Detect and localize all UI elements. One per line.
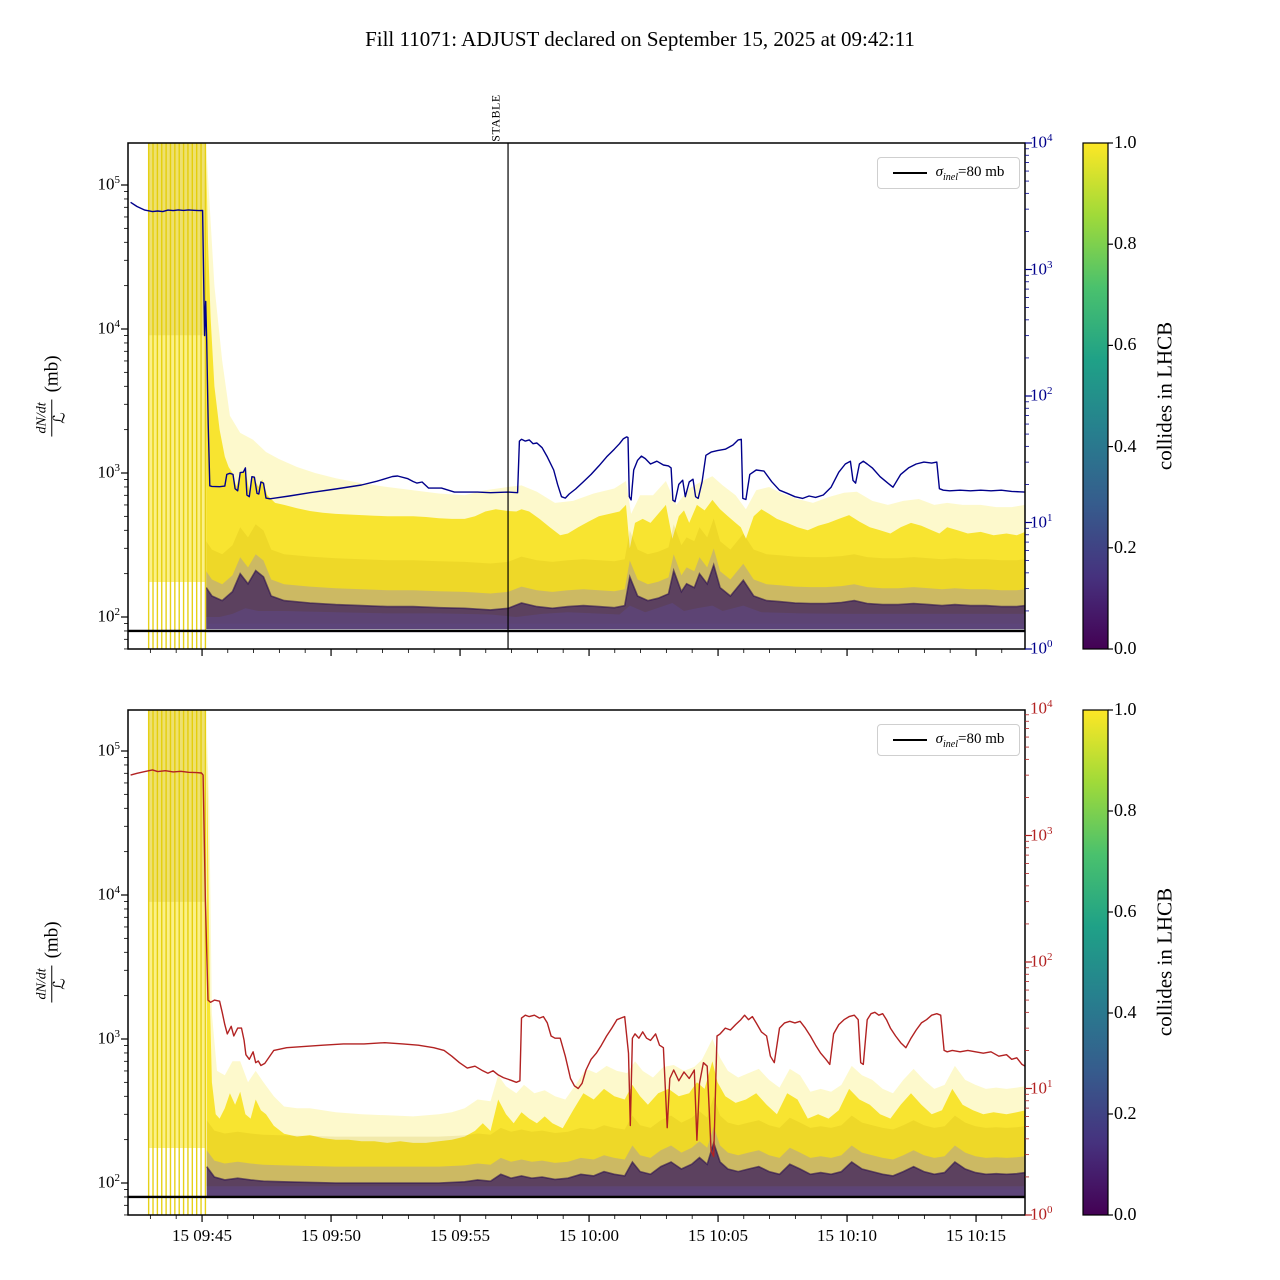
sigma-subscript: inel <box>943 171 958 183</box>
right-tick-label-10e3-bottom: 103 <box>1030 824 1053 845</box>
band-purple-core <box>206 564 1025 629</box>
left-tick-label-10e2-bottom: 102 <box>97 1172 121 1192</box>
rate-line-top <box>130 201 1025 503</box>
x-tick-label-6: 15 10:15 <box>946 1226 1007 1245</box>
x-tick-label-4: 15 10:05 <box>688 1226 749 1245</box>
right-tick-label-10e2-bottom: 102 <box>1030 951 1053 971</box>
colorbar-tick-label-0.8-top: 0.8 <box>1114 233 1137 254</box>
colorbar-ticks-bottom <box>1108 709 1113 1216</box>
y-label-denominator: ℒ <box>50 412 68 424</box>
sigma-symbol: σ <box>935 163 943 180</box>
sigma-symbol: σ <box>935 730 943 747</box>
right-tick-label-10e3-top: 103 <box>1030 258 1053 279</box>
colorbar-tick-label-0.0-top: 0.0 <box>1114 638 1137 658</box>
colorbar-tick-label-0.6-bottom: 0.6 <box>1114 901 1137 921</box>
right-tick-label-10e0-bottom: 100 <box>1030 1204 1053 1224</box>
legend-value: =80 mb <box>958 730 1005 747</box>
band-purple-edge <box>205 562 1025 611</box>
right-ticks-top <box>1025 142 1032 650</box>
colorbar-tick-label-1.0-top: 1.0 <box>1114 132 1137 152</box>
x-tick-label-5: 15 10:10 <box>817 1226 878 1245</box>
adjust-stripes <box>147 143 207 649</box>
colorbar-tick-label-0.2-bottom: 0.2 <box>1114 1103 1137 1123</box>
left-tick-label-10e4-top: 104 <box>97 318 121 338</box>
y-label-numerator: dN/dt <box>34 399 52 437</box>
x-tick-label-2: 15 09:55 <box>430 1226 491 1245</box>
colorbar-tick-label-0.4-top: 0.4 <box>1114 435 1137 456</box>
band-overlap <box>206 518 1025 610</box>
legend-entry: σinel=80 mb <box>936 164 1005 183</box>
colorbar-label-top: collides in LHCB <box>1152 321 1177 471</box>
colorbar-top <box>1082 142 1109 650</box>
colorbar-tick-label-0.0-bottom: 0.0 <box>1114 1204 1137 1224</box>
y-label-unit: (mb) <box>40 921 62 959</box>
y-axis-label-top: dN/dt ℒ (mb) <box>34 355 68 437</box>
colorbar-ticks-top <box>1108 142 1113 650</box>
right-tick-label-10e4-top: 104 <box>1030 132 1053 152</box>
sigma-subscript: inel <box>943 738 958 750</box>
colorbar-tick-label-0.8-bottom: 0.8 <box>1114 800 1137 820</box>
right-tick-label-10e4-bottom: 104 <box>1030 698 1053 718</box>
colorbar-label-bottom: collides in LHCB <box>1152 887 1177 1037</box>
adjust-stripes <box>147 710 207 1215</box>
y-axis-label-bottom: dN/dt ℒ (mb) <box>34 921 68 1003</box>
left-tick-label-10e3-top: 103 <box>97 462 121 482</box>
rate-line-bottom <box>130 769 1025 1158</box>
right-tick-label-10e1-top: 101 <box>1030 511 1053 532</box>
stable-annotation: STABLE <box>488 94 503 142</box>
legend-line-sample <box>892 172 927 174</box>
x-ticks-bottom <box>149 1215 1003 1222</box>
panel-bottom-data <box>130 710 1025 1215</box>
right-tick-label-10e0-top: 100 <box>1030 638 1053 658</box>
left-ticks-bottom <box>121 750 128 1216</box>
right-tick-label-10e2-top: 102 <box>1030 385 1053 405</box>
y-label-fraction: dN/dt ℒ <box>34 965 68 1003</box>
y-label-denominator: ℒ <box>50 978 68 990</box>
left-tick-label-10e2-top: 102 <box>97 606 121 626</box>
y-label-fraction: dN/dt ℒ <box>34 399 68 437</box>
band-purple-edge <box>206 1140 1025 1184</box>
x-ticks-top <box>149 649 1003 656</box>
x-tick-label-0: 15 09:45 <box>172 1226 233 1245</box>
left-ticks-top <box>121 184 128 650</box>
y-label-numerator: dN/dt <box>34 965 52 1003</box>
right-ticks-bottom <box>1025 714 1032 1216</box>
left-tick-label-10e5-top: 105 <box>97 174 121 194</box>
y-label-unit: (mb) <box>40 355 62 393</box>
left-tick-label-10e5-bottom: 105 <box>97 740 121 760</box>
band-fuzz <box>206 144 1025 624</box>
band-solid <box>206 739 1025 1187</box>
band-solid <box>206 159 1025 617</box>
legend-value: =80 mb <box>958 163 1005 180</box>
legend-top: σinel=80 mb <box>877 157 1020 189</box>
x-tick-label-3: 15 10:00 <box>559 1226 620 1245</box>
band-overlap <box>206 1096 1025 1183</box>
colorbar-tick-label-0.4-bottom: 0.4 <box>1114 1002 1137 1022</box>
colorbar-bottom <box>1082 709 1109 1216</box>
colorbar-tick-label-1.0-bottom: 1.0 <box>1114 699 1137 719</box>
left-tick-label-10e3-bottom: 103 <box>97 1028 121 1048</box>
x-tick-label-1: 15 09:50 <box>301 1226 362 1245</box>
legend-line-sample <box>892 739 927 741</box>
figure-title: Fill 11071: ADJUST declared on September… <box>365 27 915 51</box>
right-tick-label-10e1-bottom: 101 <box>1030 1077 1053 1098</box>
panel-top-data <box>130 143 1025 649</box>
left-tick-label-10e4-bottom: 104 <box>97 884 121 904</box>
legend-bottom: σinel=80 mb <box>877 724 1020 756</box>
legend-entry: σinel=80 mb <box>936 731 1005 750</box>
colorbar-tick-label-0.2-top: 0.2 <box>1114 536 1137 557</box>
colorbar-tick-label-0.6-top: 0.6 <box>1114 334 1137 355</box>
